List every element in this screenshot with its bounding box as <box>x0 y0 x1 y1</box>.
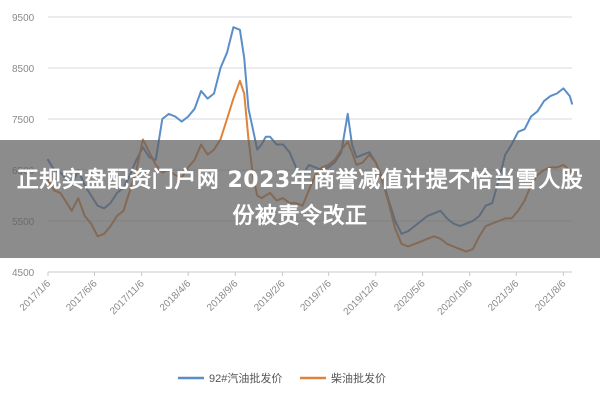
x-tick-label: 2018/4/6 <box>158 278 194 314</box>
y-tick-label: 8500 <box>12 64 35 75</box>
x-tick-label: 2017/6/6 <box>64 278 100 314</box>
legend-label: 92#汽油批发价 <box>209 371 282 385</box>
legend: 92#汽油批发价 柴油批发价 <box>178 371 386 385</box>
x-tick-label: 2017/11/6 <box>108 278 147 317</box>
x-tick-label: 2019/7/6 <box>298 278 334 314</box>
overlay-banner: 正规实盘配资门户网 2023年商誉减值计提不恰当雪人股份被责令改正 <box>0 140 600 258</box>
y-tick-label: 9500 <box>12 13 35 24</box>
x-tick-label: 2019/2/6 <box>252 278 288 314</box>
overlay-title: 正规实盘配资门户网 2023年商誉减值计提不恰当雪人股份被责令改正 <box>16 168 584 229</box>
y-tick-label: 7500 <box>12 115 35 126</box>
x-tick-label: 2019/12/6 <box>342 278 382 318</box>
x-tick-label: 2020/5/6 <box>392 278 428 314</box>
legend-label: 柴油批发价 <box>331 371 386 385</box>
x-tick-label: 2021/3/6 <box>486 278 522 314</box>
y-tick-label: 4500 <box>12 268 35 279</box>
x-tick-label: 2021/8/6 <box>533 278 569 314</box>
x-tick-label: 2018/9/6 <box>205 278 241 314</box>
x-tick-label: 2017/1/6 <box>18 278 54 314</box>
x-tick-label: 2020/10/6 <box>436 278 476 318</box>
